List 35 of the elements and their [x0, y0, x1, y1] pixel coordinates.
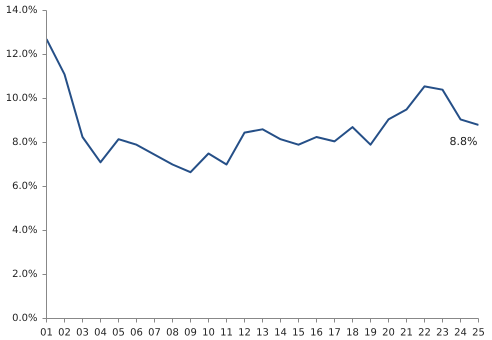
- x-tick-label: 05: [112, 328, 125, 338]
- line-series: [46, 38, 478, 174]
- x-tick-label: 17: [328, 328, 341, 338]
- x-tick-label: 16: [310, 328, 323, 338]
- y-tick-label: 4.0%: [12, 225, 38, 236]
- data-label: 8.8%: [450, 134, 478, 148]
- x-tick-label: 20: [382, 328, 395, 338]
- x-tick-label: 25: [472, 328, 485, 338]
- y-tick-label: 14.0%: [6, 5, 38, 16]
- x-tick-label: 18: [346, 328, 359, 338]
- x-tick-label: 12: [238, 328, 251, 338]
- x-tick-label: 03: [76, 328, 89, 338]
- x-tick-label: 13: [256, 328, 269, 338]
- x-tick-label: 08: [166, 328, 179, 338]
- x-tick-label: 21: [400, 328, 413, 338]
- y-tick-label: 8.0%: [12, 137, 38, 148]
- x-tick-label: 19: [364, 328, 377, 338]
- y-tick-label: 6.0%: [12, 181, 38, 192]
- y-tick-label: 10.0%: [6, 93, 38, 104]
- x-tick-label: 15: [292, 328, 305, 338]
- x-tick-label: 23: [436, 328, 449, 338]
- x-tick-label: 22: [418, 328, 431, 338]
- y-tick-label: 12.0%: [6, 49, 38, 60]
- x-tick-label: 14: [274, 328, 287, 338]
- x-tick-label: 09: [184, 328, 197, 338]
- x-tick-label: 24: [454, 328, 467, 338]
- y-tick-label: 0.0%: [12, 313, 38, 324]
- y-tick-label: 2.0%: [12, 269, 38, 280]
- x-tick-label: 04: [94, 328, 107, 338]
- x-tick-label: 01: [40, 328, 53, 338]
- x-tick-label: 11: [220, 328, 233, 338]
- x-tick-label: 10: [202, 328, 215, 338]
- x-tick-label: 02: [58, 328, 71, 338]
- x-tick-label: 07: [148, 328, 161, 338]
- x-tick-label: 06: [130, 328, 143, 338]
